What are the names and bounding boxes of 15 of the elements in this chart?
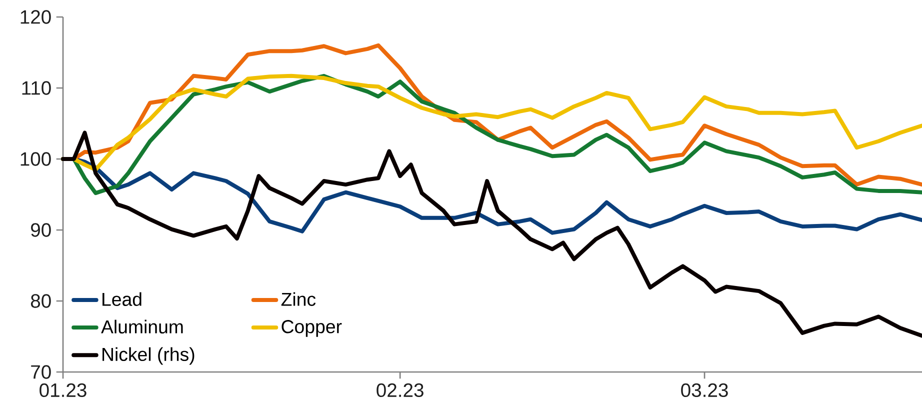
y-tick-label: 110 bbox=[22, 81, 51, 95]
legend-label: Nickel (rhs) bbox=[102, 347, 194, 365]
x-tick-label: 01.23 bbox=[40, 383, 86, 398]
y-tick-label: 80 bbox=[30, 294, 51, 308]
y-tick-label: 70 bbox=[31, 365, 51, 379]
legend-label: Aluminum bbox=[101, 320, 183, 334]
legend-label: Copper bbox=[282, 320, 342, 337]
legend-label: Lead bbox=[102, 292, 142, 306]
x-tick-label: 02.23 bbox=[376, 383, 424, 398]
legend-label: Zinc bbox=[281, 292, 316, 306]
y-tick-label: 90 bbox=[31, 223, 51, 237]
y-tick-label: 120 bbox=[20, 10, 51, 24]
line-series bbox=[61, 130, 922, 338]
x-tick-label: 03.23 bbox=[681, 383, 728, 398]
y-tick-label: 100 bbox=[20, 152, 51, 166]
